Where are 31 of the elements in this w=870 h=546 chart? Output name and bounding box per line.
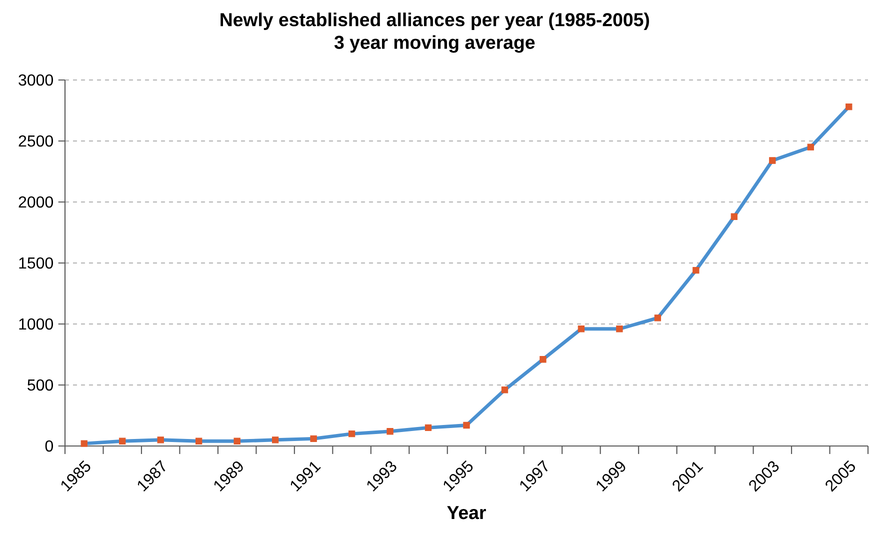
y-tick-label: 1500 <box>19 257 53 269</box>
point <box>578 326 585 332</box>
point <box>501 386 508 394</box>
y-tick-label: 2000 <box>18 196 53 208</box>
point <box>80 440 88 447</box>
chart-title: Newly established alliances per year (1985-2005) <box>220 12 650 30</box>
point <box>196 438 202 444</box>
chart-subtitle: 3 year moving average <box>334 35 535 53</box>
point <box>386 428 394 435</box>
point <box>692 266 700 274</box>
point <box>119 438 126 444</box>
point <box>769 157 776 164</box>
y-tick-label: 0 <box>45 440 54 452</box>
point <box>730 213 738 220</box>
point <box>310 435 317 442</box>
point <box>463 422 470 429</box>
point <box>616 326 623 332</box>
point <box>846 104 852 110</box>
y-tick-label: 1000 <box>19 318 53 330</box>
point <box>348 430 356 438</box>
y-tick-label: 2500 <box>18 135 53 147</box>
point <box>157 436 164 444</box>
y-tick-label: 500 <box>28 379 53 391</box>
point <box>424 424 432 432</box>
point <box>807 144 814 150</box>
point <box>272 436 279 444</box>
point <box>540 356 546 363</box>
y-tick-label: 3000 <box>18 74 53 86</box>
point <box>234 438 240 444</box>
x-axis-title: Year <box>447 506 486 520</box>
point <box>654 314 662 322</box>
